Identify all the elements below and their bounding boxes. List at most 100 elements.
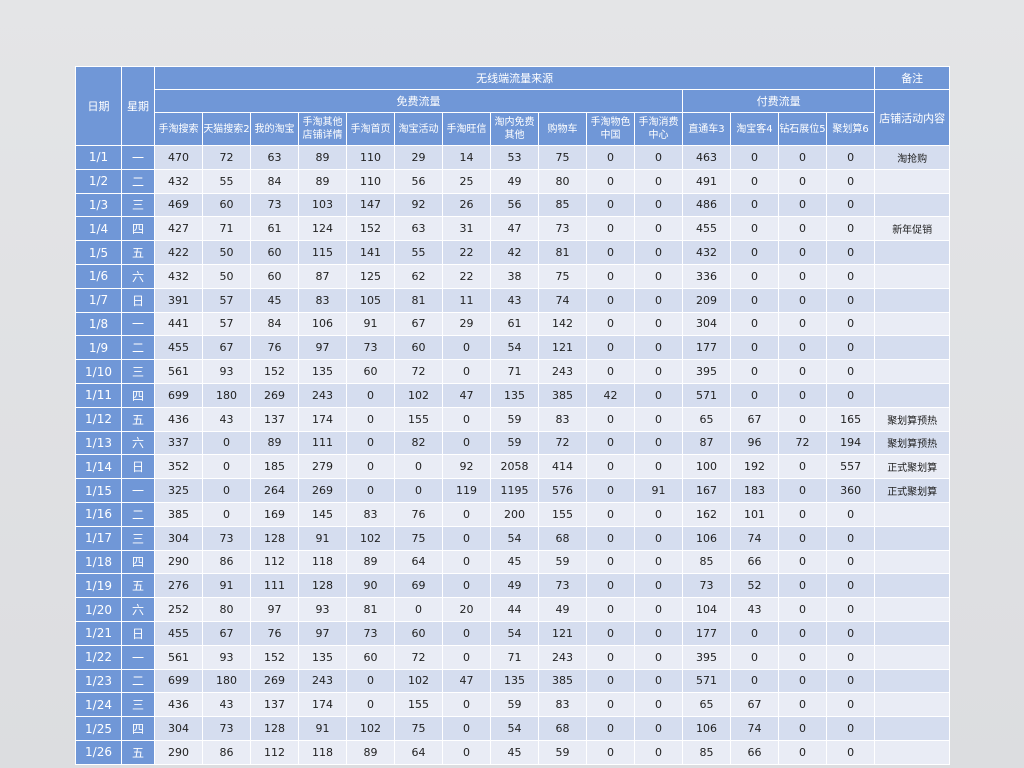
- value-cell: 42: [490, 240, 539, 265]
- value-cell: 72: [778, 430, 827, 456]
- note-cell: 正式聚划算: [874, 478, 951, 503]
- value-cell: 75: [538, 263, 587, 289]
- value-cell: 0: [634, 382, 683, 408]
- value-cell: 0: [730, 668, 779, 694]
- value-cell: 0: [634, 716, 683, 741]
- value-cell: 106: [682, 716, 731, 741]
- note-cell: 正式聚划算: [874, 454, 951, 480]
- value-cell: 0: [825, 287, 876, 313]
- value-cell: 0: [778, 692, 827, 718]
- weekday-cell: 四: [121, 382, 155, 408]
- weekday-cell: 四: [121, 216, 155, 242]
- column-header: 手淘首页: [346, 112, 395, 146]
- value-cell: 45: [490, 739, 539, 765]
- value-cell: 0: [634, 454, 683, 480]
- value-cell: 436: [154, 406, 203, 432]
- note-cell: [874, 525, 951, 551]
- column-header-row: 手淘搜索 天猫搜索2 我的淘宝 手淘其他店铺详情 手淘首页 淘宝活动 手淘旺信 淘内免费其他购…: [76, 112, 950, 146]
- weekday-cell: 二: [121, 335, 155, 361]
- value-cell: 0: [778, 739, 827, 765]
- value-cell: 91: [202, 573, 251, 599]
- value-cell: 0: [778, 240, 827, 265]
- table-row: 1/8 一 441 57 84 106 91 67 29 61 142 0 0 304 0 0 0: [75, 311, 951, 337]
- value-cell: 279: [298, 454, 347, 480]
- weekday-cell: 三: [121, 359, 155, 384]
- weekday-cell: 二: [121, 668, 155, 694]
- value-cell: 145: [298, 501, 347, 527]
- table-row: 1/9 二 455 67 76 97 73 60 0 54 121 0 0 177 0 0 0: [75, 335, 951, 361]
- value-cell: 0: [442, 573, 491, 599]
- value-cell: 43: [730, 597, 779, 622]
- value-cell: 20: [442, 597, 491, 622]
- weekday-cell: 一: [121, 644, 155, 670]
- value-cell: 0: [825, 359, 876, 384]
- value-cell: 135: [490, 382, 539, 408]
- value-cell: 0: [202, 454, 251, 480]
- value-cell: 62: [394, 263, 443, 289]
- value-cell: 97: [298, 335, 347, 361]
- value-cell: 192: [730, 454, 779, 480]
- value-cell: 60: [346, 359, 395, 384]
- value-cell: 0: [730, 168, 779, 194]
- free-traffic-header: 免费流量: [154, 89, 683, 113]
- value-cell: 0: [586, 145, 635, 170]
- value-cell: 177: [682, 335, 731, 361]
- value-cell: 391: [154, 287, 203, 313]
- value-cell: 0: [442, 501, 491, 527]
- date-cell: 1/11: [75, 382, 122, 408]
- value-cell: 43: [202, 692, 251, 718]
- value-cell: 47: [442, 668, 491, 694]
- column-header: 淘宝活动: [394, 112, 443, 146]
- value-cell: 174: [298, 692, 347, 718]
- value-cell: 0: [586, 692, 635, 718]
- date-cell: 1/6: [75, 263, 122, 289]
- value-cell: 0: [825, 263, 876, 289]
- value-cell: 52: [730, 573, 779, 599]
- value-cell: 290: [154, 549, 203, 575]
- date-cell: 1/24: [75, 692, 122, 718]
- value-cell: 0: [778, 311, 827, 337]
- value-cell: 0: [730, 145, 779, 170]
- value-cell: 76: [250, 620, 299, 646]
- value-cell: 83: [538, 692, 587, 718]
- value-cell: 60: [250, 240, 299, 265]
- value-cell: 414: [538, 454, 587, 480]
- value-cell: 74: [730, 716, 779, 741]
- value-cell: 200: [490, 501, 539, 527]
- date-cell: 1/25: [75, 716, 122, 741]
- value-cell: 0: [778, 549, 827, 575]
- value-cell: 162: [682, 501, 731, 527]
- value-cell: 155: [538, 501, 587, 527]
- value-cell: 75: [538, 145, 587, 170]
- value-cell: 68: [538, 525, 587, 551]
- note-cell: 聚划算预热: [874, 406, 951, 432]
- note-cell: [874, 263, 951, 289]
- value-cell: 571: [682, 668, 731, 694]
- value-cell: 0: [586, 406, 635, 432]
- value-cell: 0: [778, 335, 827, 361]
- value-cell: 74: [730, 525, 779, 551]
- value-cell: 0: [634, 739, 683, 765]
- value-cell: 243: [298, 668, 347, 694]
- value-cell: 0: [586, 501, 635, 527]
- value-cell: 0: [778, 478, 827, 503]
- value-cell: 137: [250, 692, 299, 718]
- value-cell: 432: [154, 263, 203, 289]
- table-row: 1/19 五 276 91 111 128 90 69 0 49 73 0 0 73 52 0 0: [75, 573, 951, 599]
- value-cell: 0: [778, 168, 827, 194]
- note-cell: 新年促销: [874, 216, 951, 242]
- value-cell: 50: [202, 240, 251, 265]
- value-cell: 60: [394, 335, 443, 361]
- value-cell: 73: [202, 716, 251, 741]
- value-cell: 87: [298, 263, 347, 289]
- traffic-source-table: 日期 星期 无线端流量来源 备注 免费流量 付费流量 店铺活动内容 手淘搜索 天猫…: [75, 66, 951, 765]
- value-cell: 56: [394, 168, 443, 194]
- value-cell: 72: [202, 145, 251, 170]
- value-cell: 180: [202, 668, 251, 694]
- value-cell: 0: [825, 668, 876, 694]
- value-cell: 0: [586, 287, 635, 313]
- value-cell: 243: [538, 644, 587, 670]
- weekday-cell: 日: [121, 287, 155, 313]
- value-cell: 422: [154, 240, 203, 265]
- value-cell: 29: [442, 311, 491, 337]
